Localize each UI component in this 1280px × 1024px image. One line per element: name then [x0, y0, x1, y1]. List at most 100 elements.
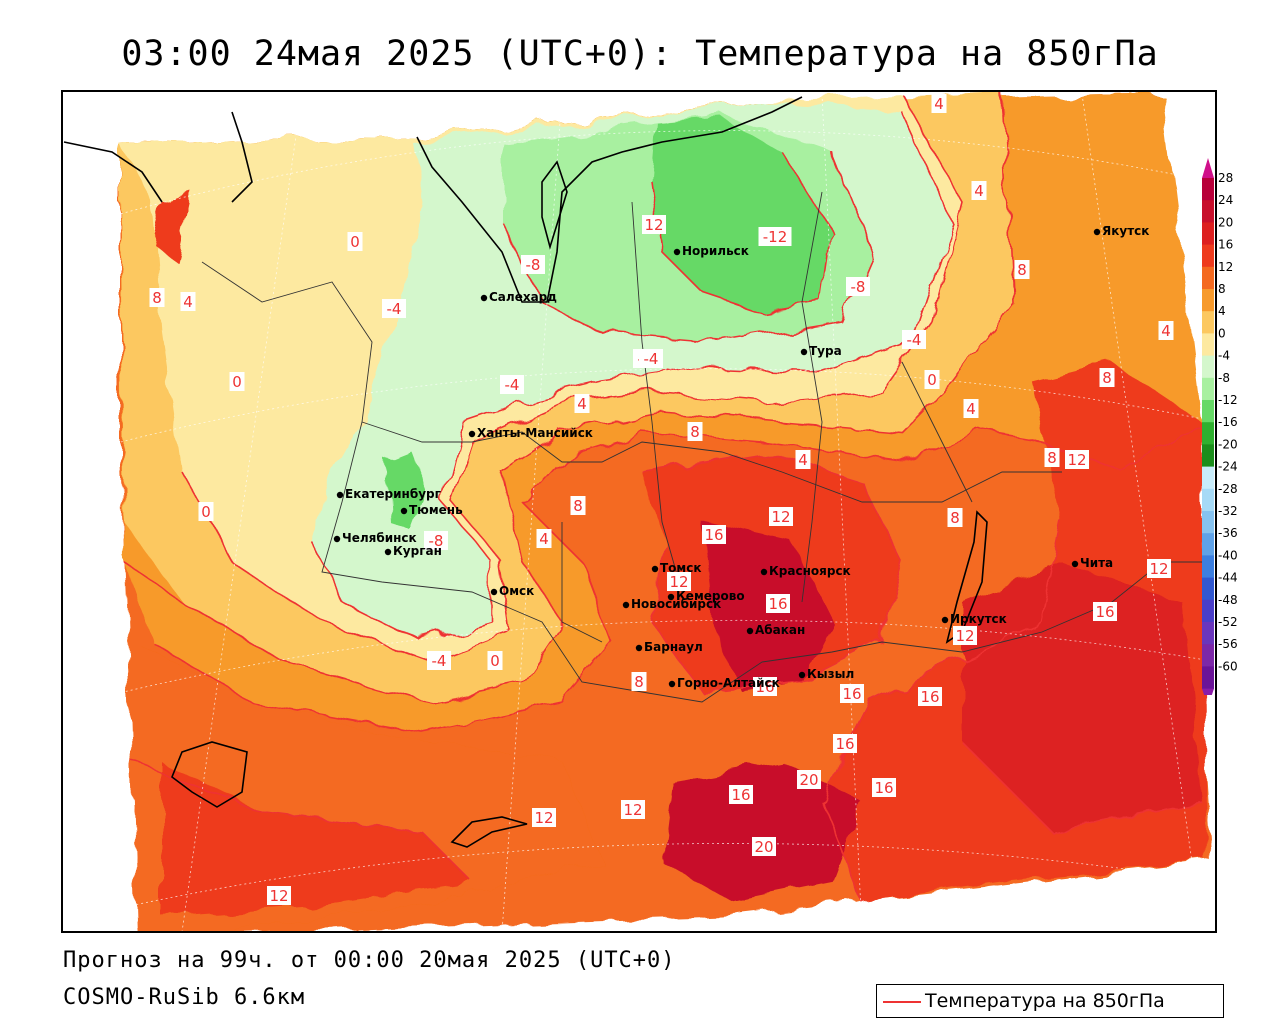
- isotherm-label: 12: [667, 572, 691, 591]
- legend-label: Температура на 850гПа: [925, 990, 1165, 1012]
- isotherm-label: 4: [536, 529, 552, 548]
- isotherm-label-box: [180, 292, 196, 311]
- isotherm-label: 12: [267, 886, 291, 905]
- city-name: Новосибирск: [631, 597, 721, 611]
- isotherm-label: -4: [902, 330, 926, 349]
- isotherm-label-value: 8: [634, 673, 644, 691]
- isotherm-label-value: 16: [1095, 603, 1114, 621]
- isotherm-label: -4: [427, 651, 451, 670]
- city-dot: [760, 568, 768, 576]
- isotherm-label: 12: [532, 808, 556, 827]
- isotherm-label-value: 20: [754, 838, 773, 856]
- isotherm-label-value: 4: [577, 395, 587, 413]
- colorbar-tick-label: -56: [1218, 637, 1238, 651]
- isotherm-label-value: 12: [771, 508, 790, 526]
- city-name: Екатеринбург: [345, 487, 441, 501]
- isotherm-label-box: [840, 684, 864, 703]
- city-dot: [400, 507, 408, 515]
- isotherm-label: 4: [931, 94, 947, 113]
- colorbar-swatch: [1202, 333, 1214, 357]
- isotherm-label: 8: [570, 496, 586, 515]
- isotherm-label: 16: [729, 785, 753, 804]
- isotherm-label-value: 12: [669, 573, 688, 591]
- isotherm-label: 4: [180, 292, 196, 311]
- city-name: Абакан: [755, 623, 805, 637]
- city-marker: Якутск: [1093, 224, 1149, 238]
- isotherm-label: 4: [795, 450, 811, 469]
- city-marker: Екатеринбург: [336, 487, 441, 501]
- isotherm-label-box: [1147, 559, 1171, 578]
- colorbar-swatch: [1202, 666, 1214, 690]
- isotherm-label: 12: [953, 626, 977, 645]
- colorbar-swatch: [1202, 244, 1214, 268]
- city-dot: [651, 565, 659, 573]
- isotherm-label-value: 12: [623, 801, 642, 819]
- isotherm-label-value: 12: [955, 627, 974, 645]
- colorbar-swatch: [1202, 511, 1214, 534]
- isotherm-label: -8: [846, 277, 870, 296]
- isotherm-label: 8: [149, 288, 165, 307]
- temperature-field: [120, 94, 1212, 931]
- isotherm-label-value: 16: [704, 526, 723, 544]
- isotherm-label-box: [729, 785, 753, 804]
- isotherm-label-box: [766, 594, 790, 613]
- colorbar-tick-label: 0: [1218, 326, 1226, 340]
- colorbar-graphic: 28 24 20 16 12 8 4 0 -4 -8 -12 -16 -20 -24 -28 -32 -36 -4…: [1202, 158, 1238, 707]
- isotherm-label-box: [753, 677, 777, 696]
- colorbar-swatch: [1202, 311, 1214, 334]
- isotherm-label-value: 8: [573, 497, 583, 515]
- colorbar-tick-label: -28: [1218, 482, 1238, 496]
- city-marker: Челябинск: [333, 531, 417, 545]
- city-dot: [746, 627, 754, 635]
- colorbar-swatch: [1202, 377, 1214, 401]
- city-marker: Ханты-Мансийск: [468, 426, 593, 440]
- isotherm-label-value: 12: [644, 216, 663, 234]
- city-name: Норильск: [682, 244, 749, 258]
- isotherm-label: -4: [639, 349, 663, 368]
- city-marker: Тура: [800, 344, 842, 358]
- city-marker: Иркутск: [941, 612, 1007, 626]
- isotherm-label-value: -8: [429, 532, 444, 550]
- isotherm-label: 16: [872, 778, 896, 797]
- isotherm-label-value: 16: [842, 685, 861, 703]
- isotherm-label-box: [833, 734, 857, 753]
- city-dot: [800, 348, 808, 356]
- colorbar-tick-label: -48: [1218, 593, 1238, 607]
- city-dot: [635, 644, 643, 652]
- colorbar-tick-label: 28: [1218, 171, 1233, 185]
- city-marker: Абакан: [746, 623, 805, 637]
- colorbar-bottom-arrow: [1202, 688, 1214, 707]
- isotherm-label-box: [532, 808, 556, 827]
- isotherm-label: -12: [758, 227, 792, 246]
- isotherm-label: 0: [487, 651, 503, 670]
- isotherm-label-value: -4: [432, 652, 447, 670]
- colorbar-swatch: [1202, 533, 1214, 556]
- city-marker: Кемерово: [667, 589, 745, 603]
- city-name: Тюмень: [409, 503, 463, 517]
- colorbar-tick-label: 8: [1218, 282, 1226, 296]
- temperature-map[interactable]: 4 4 8 12 -12 -8 -8 -4 -4 0 8 4 0 4 8 -4 -4 4 8 4 0 4 8 12 12 16 -8…: [61, 90, 1217, 933]
- isotherm-label-box: [918, 687, 942, 706]
- isotherm-label: 8: [947, 508, 963, 527]
- colorbar-swatch: [1202, 599, 1214, 623]
- isotherm-label-value: 8: [1047, 449, 1057, 467]
- isotherm-label: 4: [971, 181, 987, 200]
- colorbar-swatch: [1202, 289, 1214, 312]
- colorbar-swatch: [1202, 555, 1214, 579]
- isotherm-label: 20: [752, 837, 776, 856]
- isotherm-label-box: [769, 507, 793, 526]
- colorbar-swatch: [1202, 422, 1214, 445]
- isotherm-label-box: [621, 800, 645, 819]
- isotherm-label: 12: [621, 800, 645, 819]
- isotherm-label-box: [758, 227, 792, 246]
- isotherm-label: 12: [1065, 450, 1089, 469]
- isotherm-label-box: [846, 277, 870, 296]
- city-dot: [384, 548, 392, 556]
- temperature-colorbar: 28 24 20 16 12 8 4 0 -4 -8 -12 -16 -20 -24 -28 -32 -36 -4…: [1198, 150, 1268, 707]
- city-dot: [667, 593, 675, 601]
- isotherm-label-box: [500, 375, 524, 394]
- isotherm-label-value: 4: [966, 400, 976, 418]
- isotherm-label: 0: [347, 232, 363, 251]
- colorbar-tick-label: 12: [1218, 260, 1233, 274]
- isotherm-label-value: -8: [526, 256, 541, 274]
